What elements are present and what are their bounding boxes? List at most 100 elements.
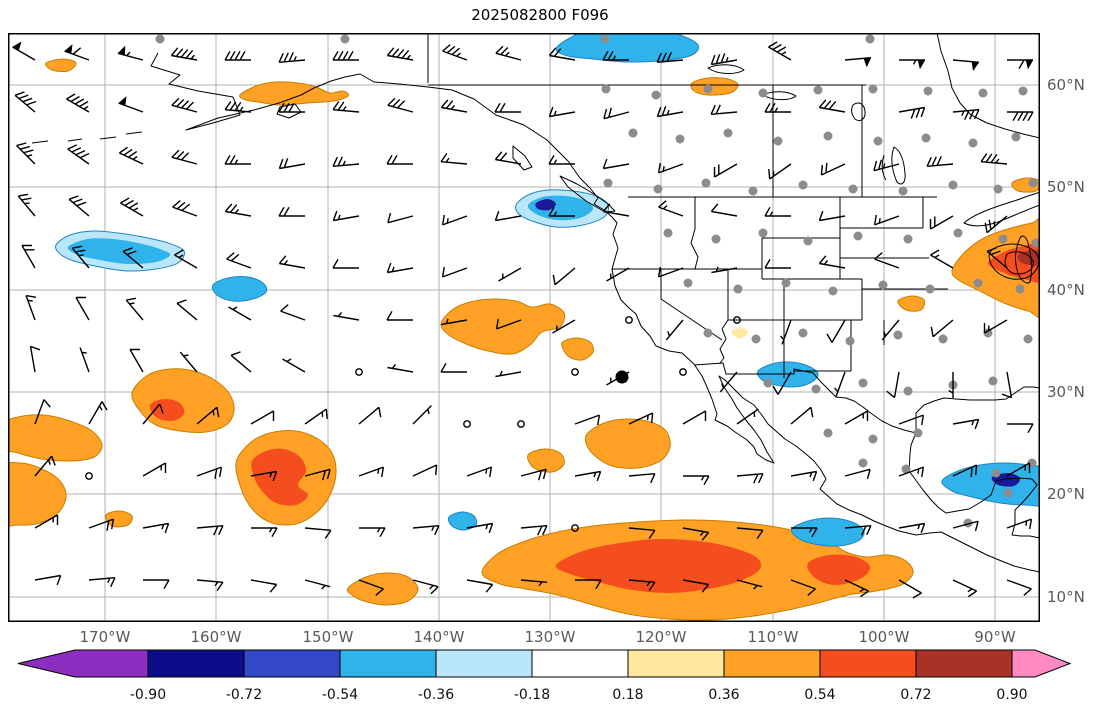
gray-station-dot: [1003, 488, 1013, 498]
wind-barb: [386, 47, 414, 61]
gray-station-dot: [953, 228, 963, 238]
wind-barb: [658, 200, 684, 217]
wind-barb: [983, 319, 1008, 334]
wind-barb: [179, 351, 198, 373]
gray-station-dot: [600, 34, 610, 44]
wind-barb: [930, 249, 954, 269]
wind-barb: [34, 455, 56, 477]
gray-station-dot: [893, 330, 903, 340]
gray-station-dot: [758, 228, 768, 238]
lon-tick-label: 100°W: [858, 628, 910, 646]
wind-barb: [948, 372, 954, 398]
wind-barb: [387, 97, 414, 113]
wind-barb: [68, 195, 90, 217]
wind-barb: [142, 462, 167, 477]
wind-barb: [387, 364, 414, 373]
gray-station-dot: [903, 234, 913, 244]
colorbar-tick-label: 0.54: [804, 687, 836, 703]
calm-wind-circle: [463, 420, 471, 428]
wind-barb: [790, 579, 816, 596]
wind-barb: [412, 405, 432, 425]
gray-station-dot: [973, 278, 983, 288]
wind-barb: [387, 212, 414, 224]
gray-station-dot: [711, 234, 721, 244]
wind-barb: [984, 215, 1008, 234]
wind-barb: [412, 525, 440, 536]
shading-layer: [8, 33, 1040, 621]
wind-barb: [278, 102, 305, 113]
gray-station-dot: [925, 284, 935, 294]
wind-barb: [332, 156, 360, 167]
wind-barb: [358, 466, 385, 478]
colorbar-segment: [723, 649, 821, 678]
wind-barb: [790, 470, 818, 482]
wind-barb: [75, 296, 90, 321]
shaded-region-itcz-red-core: [555, 538, 762, 594]
wind-barb: [628, 473, 656, 484]
lat-tick-label: 60°N: [1047, 76, 1085, 94]
shaded-region-midpac-cyan: [211, 276, 268, 302]
wind-barb: [25, 294, 37, 321]
wind-barb: [196, 525, 224, 536]
wind-barb: [834, 371, 846, 397]
wind-barb: [952, 59, 979, 63]
colorbar-tick-label: -0.90: [129, 687, 167, 703]
wind-barb: [710, 104, 738, 115]
gray-station-dot: [813, 85, 823, 95]
lon-tick-label: 150°W: [302, 628, 354, 646]
shaded-region-baja-orange: [584, 418, 671, 469]
wind-barb: [881, 319, 900, 341]
wind-barb: [170, 47, 198, 61]
map-frame: [8, 33, 1040, 622]
gray-station-dot: [921, 133, 931, 143]
wind-barb: [818, 255, 846, 269]
wind-barb: [196, 466, 223, 479]
wind-barb: [682, 527, 710, 541]
wind-barb: [304, 468, 331, 481]
gray-station-dot: [823, 428, 833, 438]
wind-barb: [736, 473, 764, 484]
wind-barb: [628, 412, 654, 425]
wind-barb: [898, 466, 925, 478]
wind-barb: [117, 51, 144, 61]
gray-station-dot: [1011, 132, 1021, 142]
shaded-region-small-orange-tail: [561, 337, 594, 361]
gray-station-dot: [663, 228, 673, 238]
wind-barb: [34, 399, 51, 425]
gray-station-dot: [901, 464, 911, 474]
gray-station-dot: [991, 468, 1001, 478]
lon-tick-label: 120°W: [635, 628, 687, 646]
wind-barb: [196, 579, 224, 591]
wind-barb: [1006, 579, 1032, 596]
colorbar-segment: [339, 649, 437, 678]
wind-barb: [874, 252, 900, 269]
figure-title: 2025082800 F096: [471, 6, 609, 24]
wind-barb: [466, 466, 493, 478]
wind-barb: [440, 362, 467, 373]
wind-barb: [172, 200, 198, 217]
wind-barb: [1007, 423, 1034, 434]
wind-barb: [494, 102, 521, 113]
wind-barb: [129, 348, 144, 373]
wind-barb: [657, 266, 684, 278]
wind-barb: [174, 249, 198, 269]
wind-barb: [412, 464, 438, 477]
wind-barb: [930, 319, 954, 338]
wind-barb: [304, 579, 331, 590]
gray-station-dot: [1018, 86, 1028, 96]
wind-barb: [844, 57, 871, 61]
gray-station-dot: [923, 86, 933, 96]
wind-barb: [494, 151, 522, 165]
wind-barb: [16, 142, 36, 165]
gray-station-dot: [938, 334, 948, 344]
gray-station-dot: [683, 278, 693, 288]
wind-barb: [790, 406, 814, 425]
shaded-region-sw-red-core: [251, 448, 309, 506]
wind-barb: [952, 464, 978, 478]
gray-station-dot: [773, 136, 783, 146]
gray-station-dot: [988, 376, 998, 386]
gray-station-dot: [758, 88, 768, 98]
wind-barb: [466, 579, 494, 593]
gray-station-dot: [858, 458, 868, 468]
station-layer: [155, 34, 1040, 528]
